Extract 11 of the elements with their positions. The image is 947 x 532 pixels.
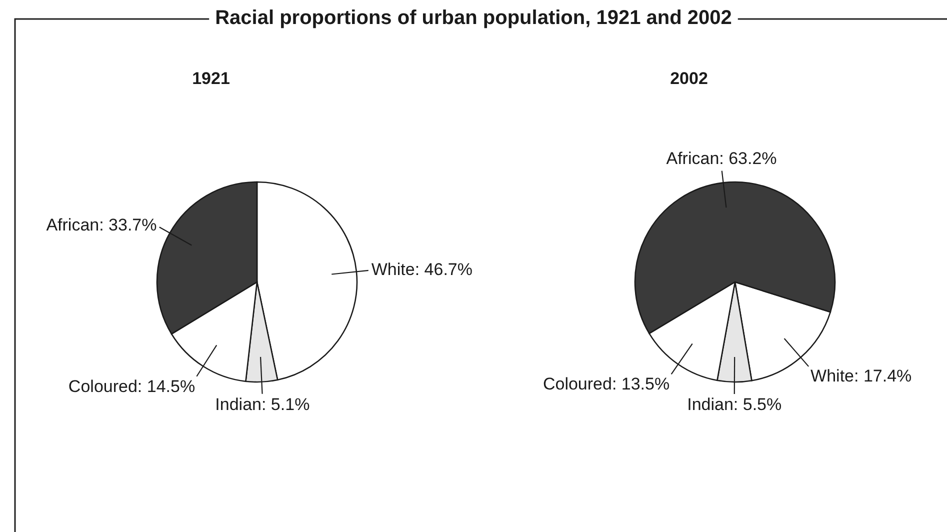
text: Racial proportions of urban population, 1921 and 2002 — [214, 7, 733, 29]
slice-label: African: 33.7% — [46, 216, 157, 235]
slice-label: White: 46.7% — [371, 260, 472, 280]
slice-label: White: 17.4% — [810, 366, 912, 386]
slice-label: Indian: 5.1% — [215, 394, 310, 414]
slice-label: Coloured: 14.5% — [68, 376, 196, 396]
chart-title: 2002 — [670, 69, 708, 88]
slice-label: Indian: 5.5% — [687, 395, 782, 414]
slice-label: African: 63.2% — [666, 148, 777, 168]
chart-title: 1921 — [192, 69, 230, 88]
slice-label: Coloured: 13.5% — [542, 374, 670, 394]
